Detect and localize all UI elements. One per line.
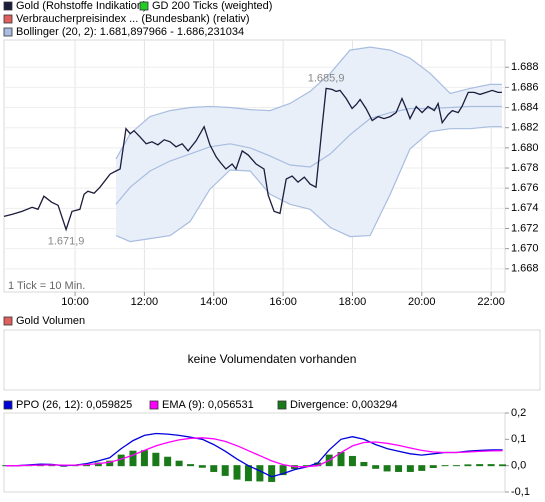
divergence-bar (233, 465, 241, 480)
note: 1 Tick = 10 Min. (8, 280, 85, 292)
y-tick-label: -0,1 (511, 486, 530, 498)
legend-label: EMA (9): 0,056531 (162, 399, 254, 411)
divergence-bar (210, 465, 218, 472)
annotation: 1.685,9 (308, 72, 345, 84)
legend-label: Gold Volumen (16, 315, 85, 327)
divergence-bar (106, 460, 114, 467)
empty-message: keine Volumendaten vorhanden (188, 352, 357, 366)
x-tick-label: 10:00 (61, 296, 89, 308)
divergence-bar (314, 462, 322, 467)
divergence-bar (372, 465, 380, 469)
legend-swatch (277, 400, 287, 410)
divergence-bar (487, 464, 495, 467)
plot-frame (3, 39, 506, 293)
x-tick-label: 12:00 (131, 296, 159, 308)
divergence-bar (140, 450, 148, 467)
y-tick-label: 1.676 (511, 182, 539, 194)
y-tick-label: 1.672 (511, 222, 539, 234)
divergence-bar (418, 465, 426, 471)
y-tick-label: 0,1 (511, 433, 526, 445)
legend-swatch (3, 14, 13, 24)
divergence-bar (383, 465, 391, 472)
divergence-bar (221, 465, 229, 476)
legend-label: Verbraucherpreisindex ... (Bundesbank) (… (16, 13, 250, 25)
plot-frame (3, 412, 506, 493)
divergence-bar (406, 465, 414, 472)
divergence-bar (117, 454, 125, 467)
x-tick-label: 18:00 (339, 296, 367, 308)
divergence-bar (187, 464, 195, 467)
legend-swatch (3, 316, 13, 326)
y-tick-label: 0,0 (511, 460, 526, 472)
series-line (5, 437, 503, 468)
divergence-bar (279, 465, 287, 476)
divergence-bar (464, 464, 472, 467)
bollinger-upper (115, 46, 502, 160)
legend-label: Divergence: 0,003294 (290, 399, 398, 411)
x-tick-label: 14:00 (200, 296, 228, 308)
y-tick-label: 1.688 (511, 61, 539, 73)
annotation: 1.671,9 (48, 235, 85, 247)
y-tick-label: 1.684 (511, 101, 539, 113)
divergence-bar (302, 465, 310, 467)
divergence-bar (198, 465, 206, 468)
legend-swatch (3, 27, 13, 37)
legend-label: PPO (26, 12): 0,059825 (16, 399, 132, 411)
x-tick-label: 22:00 (477, 296, 505, 308)
divergence-bar (360, 462, 368, 467)
legend-label: GD 200 Ticks (weighted) (152, 0, 272, 12)
divergence-bar (268, 465, 276, 482)
panel-frame (3, 329, 541, 391)
y-tick-label: 1.670 (511, 243, 539, 255)
divergence-bar (348, 455, 356, 467)
divergence-bar (244, 465, 252, 482)
y-tick-label: 1.674 (511, 202, 539, 214)
divergence-bar (164, 456, 172, 467)
divergence-bar (175, 460, 183, 467)
divergence-bar (337, 452, 345, 467)
divergence-bar (441, 465, 449, 467)
series-line (3, 87, 502, 232)
legend-swatch (3, 1, 13, 11)
divergence-bar (429, 465, 437, 469)
legend-swatch (149, 400, 159, 410)
y-tick-label: 1.686 (511, 81, 539, 93)
y-tick-label: 1.668 (511, 263, 539, 275)
bollinger-lower (115, 126, 502, 243)
bollinger-middle (115, 105, 502, 205)
legend-swatch (139, 1, 149, 11)
legend-swatch (3, 400, 13, 410)
divergence-bar (452, 465, 460, 467)
bollinger-area (116, 47, 502, 242)
divergence-bar (395, 465, 403, 472)
y-tick-label: 1.680 (511, 142, 539, 154)
divergence-bar (476, 464, 484, 467)
legend-label: Gold (Rohstoffe Indikation) (16, 0, 147, 12)
divergence-bar (129, 450, 137, 467)
legend-label: Bollinger (20, 2): 1.681,897966 - 1.686,… (16, 26, 244, 38)
series-line (5, 432, 503, 478)
divergence-bar (256, 465, 264, 482)
y-tick-label: 1.678 (511, 162, 539, 174)
y-tick-label: 0,2 (511, 407, 526, 419)
divergence-bar (152, 452, 160, 467)
divergence-bar (94, 462, 102, 467)
y-tick-label: 1.682 (511, 122, 539, 134)
x-tick-label: 16:00 (269, 296, 297, 308)
x-tick-label: 20:00 (408, 296, 436, 308)
divergence-bar (499, 464, 507, 467)
